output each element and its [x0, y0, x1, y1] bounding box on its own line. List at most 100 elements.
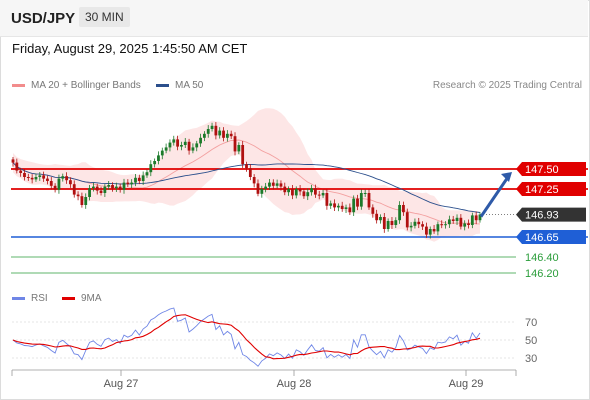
level-label: 146.65: [525, 232, 559, 244]
candle-body: [111, 185, 114, 189]
candle-body: [72, 184, 76, 195]
candle-body: [340, 205, 344, 209]
candle-body: [15, 162, 19, 171]
candle-body: [379, 217, 382, 221]
candle-body: [264, 186, 268, 189]
bollinger-swatch-icon: [12, 83, 25, 87]
candle-body: [398, 205, 402, 221]
candle-body: [359, 193, 363, 207]
candle-body: [157, 155, 160, 161]
candle-body: [233, 136, 237, 152]
candle-body: [91, 186, 95, 189]
x-tick-label: Aug 29: [449, 378, 484, 390]
candle-body: [241, 145, 245, 165]
x-tick-label: Aug 28: [277, 378, 312, 390]
level-label: 146.93: [525, 210, 559, 222]
candle-body: [88, 188, 91, 197]
candle-body: [61, 176, 65, 179]
rsi-tick-label: 50: [525, 335, 537, 347]
candle-body: [329, 203, 333, 206]
candle-body: [371, 207, 375, 214]
x-tick-label: Aug 27: [104, 378, 139, 390]
candle-body: [65, 176, 68, 181]
legend-ma9: 9MA: [62, 293, 102, 304]
legend-rsi: RSI: [12, 293, 48, 304]
candle-body: [268, 182, 271, 187]
legend-rsi-label: RSI: [31, 293, 48, 304]
candle-body: [53, 185, 57, 190]
candle-body: [325, 193, 329, 206]
candle-body: [160, 150, 164, 156]
rsi-swatch-icon: [12, 296, 25, 300]
candle-body: [137, 177, 141, 181]
candle-body: [248, 168, 252, 177]
candle-body: [425, 226, 428, 235]
projection-arrow-head-icon: [501, 172, 512, 182]
candle-body: [314, 188, 317, 195]
legend-bollinger-label: MA 20 + Bollinger Bands: [31, 80, 141, 91]
candle-body: [356, 198, 359, 207]
candle-body: [344, 207, 348, 209]
candle-body: [84, 197, 88, 205]
candle-body: [294, 189, 298, 196]
candle-body: [11, 159, 15, 163]
candle-body: [122, 182, 126, 190]
candle-body: [176, 139, 179, 147]
legend-ma9-label: 9MA: [81, 293, 102, 304]
candle-body: [260, 189, 264, 194]
level-label: 147.50: [525, 164, 559, 176]
candle-body: [271, 182, 275, 186]
candle-body: [30, 177, 34, 180]
candle-body: [440, 224, 444, 226]
candle-body: [214, 125, 218, 136]
candle-body: [191, 147, 195, 151]
level-label: 147.25: [525, 184, 559, 196]
candle-body: [283, 186, 287, 193]
candle-body: [279, 183, 283, 187]
candle-body: [206, 129, 210, 134]
candle-body: [470, 215, 474, 225]
level-label: 146.40: [525, 252, 559, 264]
candle-body: [302, 191, 306, 197]
candle-body: [141, 175, 145, 181]
candle-body: [352, 198, 356, 213]
candle-body: [42, 175, 46, 179]
candle-body: [19, 170, 23, 173]
candle-body: [417, 221, 421, 225]
candle-body: [218, 130, 222, 136]
rsi-ma9-line: [12, 314, 481, 360]
legend-ma50: MA 50: [156, 80, 203, 91]
ma9-swatch-icon: [62, 296, 75, 300]
candle-body: [34, 177, 38, 180]
level-tag: [516, 182, 586, 196]
candle-body: [405, 212, 409, 228]
candle-body: [298, 189, 302, 192]
candle-body: [409, 225, 413, 228]
candle-body: [195, 143, 199, 148]
candle-body: [103, 186, 107, 193]
candle-body: [134, 177, 137, 183]
candle-body: [145, 172, 149, 176]
candle-body: [26, 177, 30, 178]
bollinger-band-area: [13, 108, 480, 242]
candle-body: [222, 130, 225, 138]
candle-body: [333, 203, 336, 208]
rsi-tick-label: 70: [525, 317, 537, 329]
candle-body: [130, 182, 134, 185]
candle-body: [76, 194, 80, 197]
candle-body: [256, 183, 260, 194]
rsi-line: [12, 307, 481, 367]
timeframe-badge[interactable]: 30 MIN: [79, 7, 130, 27]
candle-body: [321, 193, 325, 196]
candle-body: [382, 217, 386, 229]
candle-body: [363, 193, 367, 194]
candle-body: [172, 139, 176, 143]
candle-body: [394, 220, 398, 225]
candle-body: [183, 141, 187, 145]
candle-body: [451, 219, 455, 221]
candle-body: [225, 133, 229, 138]
candle-body: [153, 161, 157, 165]
candle-body: [402, 205, 405, 213]
candle-body: [447, 219, 451, 225]
